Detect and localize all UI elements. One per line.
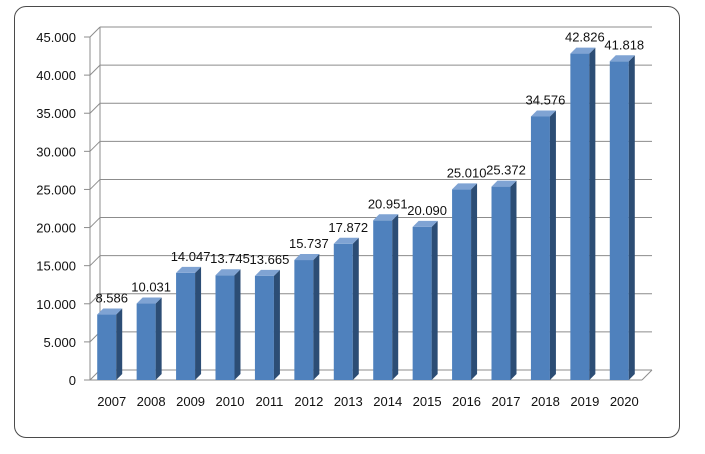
data-label-2013: 17.872 <box>328 220 368 235</box>
x-tick-label: 2010 <box>216 394 245 409</box>
y-tick-label: 10.000 <box>36 297 76 312</box>
data-label-2010: 13.745 <box>210 251 250 266</box>
gridline-wall-connector <box>89 140 101 152</box>
gridline-wall-connector <box>89 255 101 267</box>
bar-top-2009 <box>176 266 202 273</box>
bar-side-2017 <box>510 180 517 380</box>
x-tick-label: 2020 <box>610 394 639 409</box>
bar-2016 <box>452 189 472 380</box>
data-label-2020: 41.818 <box>604 37 644 52</box>
bar-side-2015 <box>431 220 438 380</box>
x-tick-label: 2011 <box>255 394 283 409</box>
bar-top-2010 <box>215 269 241 276</box>
bar-top-2014 <box>373 214 399 221</box>
gridline-wall-connector <box>89 64 101 76</box>
y-tick-label: 30.000 <box>36 144 76 159</box>
x-tick-label: 2016 <box>452 394 481 409</box>
bar-side-2013 <box>352 237 359 380</box>
bar-2012 <box>294 260 314 380</box>
bar-2009 <box>176 272 196 380</box>
data-label-2015: 20.090 <box>407 203 447 218</box>
y-tick-label: 20.000 <box>36 221 76 236</box>
data-label-2014: 20.951 <box>368 196 408 211</box>
bar-top-2017 <box>491 180 517 187</box>
data-label-2019: 42.826 <box>565 30 605 45</box>
bar-2014 <box>373 220 393 380</box>
x-tick-label: 2018 <box>531 394 560 409</box>
data-label-2011: 13.665 <box>250 252 290 267</box>
x-tick-label: 2013 <box>334 394 363 409</box>
gridline-wall-connector <box>89 179 101 190</box>
x-tick-label: 2009 <box>176 394 205 409</box>
x-tick-label: 2012 <box>294 394 323 409</box>
x-tick-label: 2017 <box>492 394 521 409</box>
bar-top-2015 <box>412 220 438 227</box>
bar-side-2011 <box>273 269 280 380</box>
data-label-2009: 14.047 <box>171 249 211 264</box>
y-tick-label: 25.000 <box>36 182 76 197</box>
bar-top-2016 <box>452 183 478 190</box>
bar-side-2019 <box>589 47 596 380</box>
y-tick-label: 45.000 <box>36 30 76 45</box>
bar-top-2012 <box>294 254 320 261</box>
bar-2013 <box>333 243 353 380</box>
gridline-wall-connector <box>89 26 101 38</box>
x-tick-label: 2008 <box>137 394 166 409</box>
bar-top-2019 <box>570 47 596 54</box>
bar-2015 <box>412 226 432 380</box>
bar-top-2013 <box>333 237 359 244</box>
bar-2017 <box>491 186 511 380</box>
floor-edge <box>641 369 653 381</box>
bar-top-2020 <box>609 55 635 62</box>
data-label-2012: 15.737 <box>289 236 329 251</box>
bar-side-2008 <box>155 297 162 380</box>
y-tick-label: 35.000 <box>36 106 76 121</box>
x-tick-label: 2019 <box>570 394 599 409</box>
bar-side-2010 <box>234 269 241 380</box>
y-tick-label: 5.000 <box>43 335 76 350</box>
x-tick-label: 2014 <box>373 394 402 409</box>
gridline-wall-connector <box>89 293 101 305</box>
data-label-2017: 25.372 <box>486 163 526 178</box>
gridline-wall-connector <box>89 102 101 114</box>
bar-2011 <box>254 275 274 380</box>
bar-side-2012 <box>313 254 320 380</box>
y-tick-label: 15.000 <box>36 259 76 274</box>
bar-top-2008 <box>136 297 162 304</box>
x-tick-label: 2015 <box>413 394 442 409</box>
x-tick-label: 2007 <box>97 394 126 409</box>
bar-2010 <box>215 275 235 380</box>
bar-2008 <box>136 303 156 380</box>
bar-side-2016 <box>471 183 478 380</box>
data-label-2007: 8.586 <box>95 291 128 306</box>
bar-side-2007 <box>116 308 123 380</box>
bar-top-2018 <box>530 110 556 117</box>
bar-2018 <box>530 116 550 381</box>
bar-side-2020 <box>628 55 635 381</box>
bar-2020 <box>609 61 629 381</box>
y-tick-label: 0 <box>69 373 76 388</box>
bar-side-2018 <box>549 110 556 381</box>
bar-2007 <box>97 314 117 380</box>
y-tick-label: 40.000 <box>36 68 76 83</box>
bar-top-2011 <box>254 269 280 276</box>
bar-side-2009 <box>195 266 202 380</box>
gridline-wall-connector <box>89 217 101 228</box>
bar-2019 <box>570 53 590 380</box>
data-label-2008: 10.031 <box>131 280 171 295</box>
bar-side-2014 <box>392 214 399 380</box>
data-label-2018: 34.576 <box>526 92 566 107</box>
data-label-2016: 25.010 <box>447 165 487 180</box>
bar-top-2007 <box>97 308 123 315</box>
